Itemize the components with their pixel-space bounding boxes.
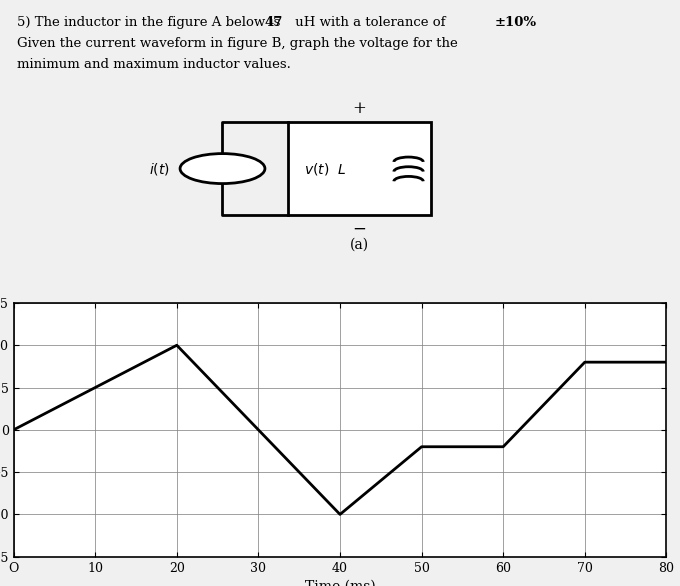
Text: $v(t)$  $L$: $v(t)$ $L$ bbox=[304, 161, 346, 176]
Text: (a): (a) bbox=[350, 238, 369, 252]
Circle shape bbox=[180, 154, 265, 183]
Text: Given the current waveform in figure B, graph the voltage for the: Given the current waveform in figure B, … bbox=[17, 37, 458, 50]
Text: uH with a tolerance of: uH with a tolerance of bbox=[291, 16, 445, 29]
X-axis label: Time (ms): Time (ms) bbox=[305, 580, 375, 586]
Text: 47: 47 bbox=[265, 16, 284, 29]
Text: 5) The inductor in the figure A below is: 5) The inductor in the figure A below is bbox=[17, 16, 289, 29]
Text: +: + bbox=[353, 100, 367, 117]
Text: minimum and maximum inductor values.: minimum and maximum inductor values. bbox=[17, 58, 291, 71]
Text: $i(t)$: $i(t)$ bbox=[150, 161, 170, 176]
Bar bbox=[288, 122, 431, 214]
Text: −: − bbox=[353, 220, 367, 237]
Text: ±10%: ±10% bbox=[495, 16, 537, 29]
